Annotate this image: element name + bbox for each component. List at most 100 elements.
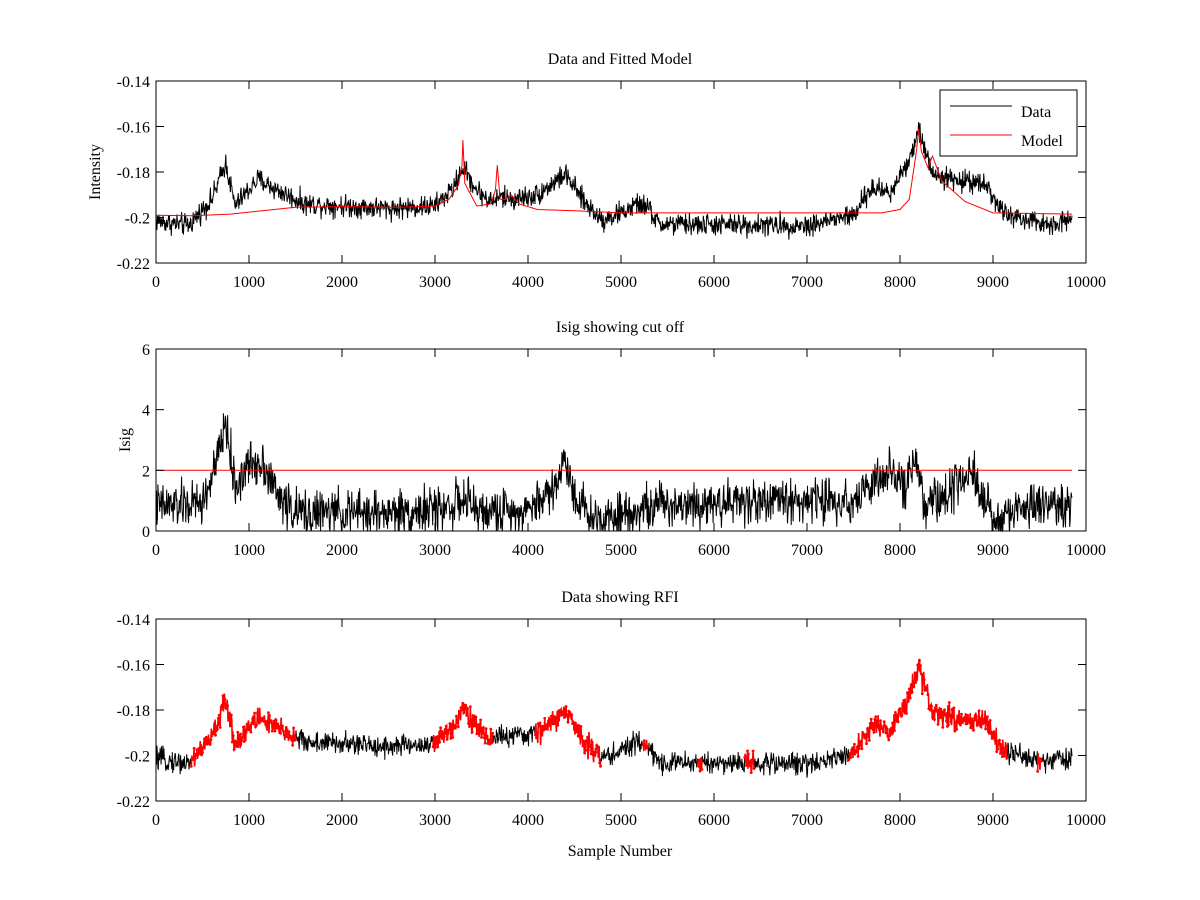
rfi-marker <box>888 734 892 737</box>
rfi-marker <box>698 769 702 773</box>
rfi-marker <box>748 760 752 764</box>
rfi-marker <box>868 722 872 725</box>
y-tick-label: -0.2 <box>125 211 150 228</box>
rfi-marker <box>994 737 998 741</box>
rfi-marker <box>450 723 454 727</box>
rfi-marker <box>900 714 904 717</box>
plot-area <box>155 122 1073 240</box>
rfi-marker <box>490 741 494 745</box>
rfi-marker <box>248 724 252 728</box>
rfi-marker <box>951 715 955 719</box>
rfi-marker <box>597 752 601 755</box>
x-tick-label: 1000 <box>233 542 265 559</box>
x-tick-label: 8000 <box>884 812 916 829</box>
plot-area <box>155 413 1073 533</box>
rfi-markers <box>847 659 1009 762</box>
rfi-marker <box>216 716 220 720</box>
rfi-marker <box>573 726 576 730</box>
rfi-marker <box>472 724 476 728</box>
rfi-marker <box>584 749 588 752</box>
y-tick-label: 2 <box>142 463 150 480</box>
rfi-marker <box>261 716 265 720</box>
rfi-marker <box>535 731 539 734</box>
rfi-marker <box>902 699 906 702</box>
rfi-marker <box>243 738 247 742</box>
rfi-markers <box>743 749 756 774</box>
rfi-marker <box>938 716 942 719</box>
rfi-marker <box>583 751 587 755</box>
rfi-marker <box>482 726 485 729</box>
rfi-marker <box>908 696 912 700</box>
series-isig-line <box>155 413 1073 533</box>
rfi-marker <box>697 765 701 768</box>
rfi-marker <box>945 719 948 723</box>
rfi-marker <box>489 727 493 731</box>
rfi-marker <box>444 724 448 728</box>
rfi-marker <box>1040 759 1043 763</box>
rfi-marker <box>700 768 704 771</box>
rfi-marker <box>866 727 869 731</box>
rfi-marker <box>479 718 482 722</box>
rfi-marker <box>208 742 212 746</box>
rfi-marker <box>867 739 871 742</box>
rfi-marker <box>491 731 495 735</box>
rfi-marker <box>882 720 886 723</box>
rfi-marker <box>455 714 458 718</box>
x-tick-label: 10000 <box>1066 274 1106 291</box>
rfi-marker <box>289 736 293 740</box>
axis-ticks: 0 1000 2000 3000 4000 5000 6000 7000 8000 9000 100… <box>117 74 1106 291</box>
rfi-marker <box>895 713 899 717</box>
rfi-marker <box>867 735 870 738</box>
rfi-marker <box>257 721 261 725</box>
rfi-marker <box>883 724 887 728</box>
rfi-marker <box>232 748 236 751</box>
x-tick-label: 5000 <box>605 812 637 829</box>
rfi-marker <box>978 717 982 721</box>
rfi-marker <box>534 733 537 737</box>
rfi-marker <box>229 716 232 720</box>
rfi-marker <box>549 714 553 718</box>
rfi-marker <box>218 726 222 729</box>
rfi-marker <box>566 720 570 724</box>
x-tick-label: 2000 <box>326 274 358 291</box>
rfi-marker <box>992 730 996 733</box>
rfi-marker <box>959 715 962 719</box>
rfi-marker <box>998 738 1001 742</box>
rfi-marker <box>241 736 244 739</box>
rfi-marker <box>432 740 436 743</box>
rfi-marker <box>747 752 750 756</box>
rfi-marker <box>988 719 992 722</box>
rfi-marker <box>247 728 251 732</box>
rfi-marker <box>234 740 238 744</box>
rfi-marker <box>915 673 919 677</box>
rfi-marker <box>947 701 951 704</box>
rfi-marker <box>206 738 210 742</box>
rfi-marker <box>594 751 598 754</box>
rfi-marker <box>989 730 993 734</box>
rfi-marker <box>864 734 867 738</box>
rfi-marker <box>561 710 565 714</box>
rfi-marker <box>268 714 271 717</box>
x-tick-label: 6000 <box>698 274 730 291</box>
rfi-marker <box>752 767 756 770</box>
legend: Data Model <box>939 89 1078 157</box>
y-tick-label: -0.22 <box>117 256 150 273</box>
rfi-marker <box>283 733 287 736</box>
rfi-marker <box>193 757 197 761</box>
rfi-marker <box>960 712 963 716</box>
rfi-markers <box>1036 757 1043 773</box>
x-tick-label: 10000 <box>1066 542 1106 559</box>
rfi-marker <box>551 722 555 726</box>
rfi-marker <box>941 726 945 729</box>
panel-title: Data showing RFI <box>561 589 678 606</box>
rfi-marker <box>880 724 883 728</box>
panel-title: Data and Fitted Model <box>548 51 693 68</box>
rfi-marker <box>251 717 255 720</box>
rfi-marker <box>995 750 999 754</box>
x-tick-label: 4000 <box>512 274 544 291</box>
rfi-marker <box>287 730 291 734</box>
rfi-marker <box>466 707 469 710</box>
rfi-marker <box>558 712 561 715</box>
rfi-marker <box>277 724 281 728</box>
rfi-marker <box>849 756 853 759</box>
